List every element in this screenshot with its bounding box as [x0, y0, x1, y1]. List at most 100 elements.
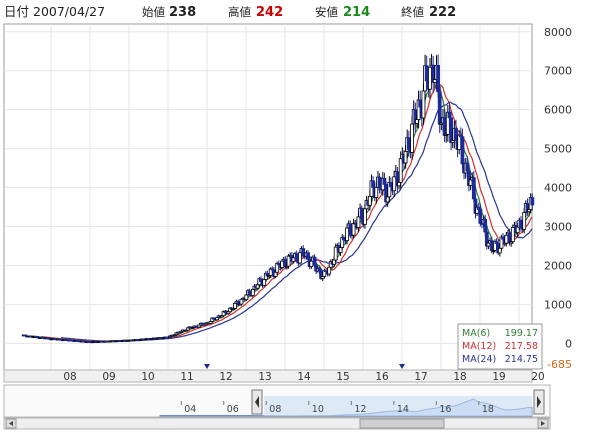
low-label: 安値	[315, 5, 338, 19]
candle-body	[449, 117, 453, 144]
candle-body	[359, 207, 364, 220]
x-tick-label: 10	[141, 371, 154, 383]
candle-body	[428, 66, 432, 90]
x-tick-label: 16	[375, 371, 389, 383]
candle-body	[519, 219, 523, 228]
candle-body	[389, 182, 393, 188]
candle-body	[259, 278, 263, 282]
legend-ma24-name: MA(24)	[462, 354, 496, 365]
open-label: 始値	[142, 5, 165, 19]
date-label: 日付	[4, 4, 29, 19]
candle-body	[363, 208, 367, 225]
candle-body	[356, 216, 361, 228]
candle-body	[392, 176, 397, 192]
candle-body	[332, 259, 336, 265]
marker-triangle	[399, 364, 405, 369]
candle-body	[309, 260, 314, 268]
x-axis: 08 09 10 11 12 13 14 15 16 17 18 19 20	[63, 371, 544, 383]
x-tick-label: 08	[63, 371, 76, 383]
candle-body	[460, 136, 465, 165]
candle-body	[312, 256, 317, 266]
navigator-label: 06	[227, 404, 239, 415]
candle-body	[382, 178, 387, 185]
candle-body	[421, 90, 426, 119]
candle-body	[478, 209, 483, 224]
candle-body	[403, 150, 408, 164]
legend: MA(6) 199.17 MA(12) 217.58 MA(24) 214.75	[457, 323, 543, 370]
candle-body	[298, 252, 302, 264]
candle-body	[447, 111, 452, 119]
x-tick-label: 12	[219, 371, 232, 383]
x-markers	[204, 364, 405, 369]
y-tick-label: 0	[565, 337, 572, 350]
navigator-label: 16	[439, 404, 451, 415]
navigator-label: 04	[184, 404, 196, 415]
candle-body	[333, 246, 338, 261]
x-tick-label: 14	[297, 371, 311, 383]
navigator-label: 18	[482, 404, 494, 415]
candle-body	[377, 176, 382, 188]
navigator-right-handle[interactable]	[533, 389, 545, 415]
y-tick-label: 7000	[544, 65, 572, 78]
x-tick-label: 18	[453, 371, 466, 383]
x-tick-label: 13	[258, 371, 271, 383]
x-tick-label: 20	[531, 371, 544, 383]
candle-body	[291, 257, 296, 262]
close-value: 222	[429, 5, 456, 20]
candle-body	[497, 247, 502, 254]
candle-body	[515, 226, 520, 233]
candle-body	[317, 267, 322, 272]
range-navigator[interactable]: 04 06 08 10 12 14 16 18	[3, 384, 551, 418]
navigator-label: 10	[312, 404, 324, 415]
navigator-label: 08	[269, 404, 281, 415]
high-value: 242	[256, 5, 283, 20]
left-arrow-icon	[255, 396, 259, 408]
candle-body	[348, 223, 353, 236]
candle-body	[306, 252, 310, 260]
candle-body	[351, 222, 356, 236]
candle-body	[250, 288, 255, 296]
candle-body	[415, 119, 419, 124]
candle-body	[371, 180, 375, 188]
scroll-left-icon	[9, 421, 13, 426]
scrollbar-track[interactable]	[3, 417, 551, 430]
navigator-label: 12	[354, 404, 366, 415]
candle-body	[442, 117, 447, 136]
navigator-labels: 04 06 08 10 12 14 16 18	[180, 401, 494, 415]
legend-ma12-value: 217.58	[505, 341, 538, 352]
candle-body	[385, 196, 390, 203]
candle-body	[233, 302, 237, 309]
navigator-selection[interactable]	[264, 396, 532, 416]
y-tick-label: 5000	[544, 143, 572, 156]
legend-ma6-name: MA(6)	[462, 328, 490, 339]
header-bar: 日付 2007/04/27 始値 238 高値 242 安値 214 終値 22…	[4, 4, 456, 20]
candle-body	[397, 181, 401, 187]
open-value: 238	[169, 5, 196, 20]
candle-body	[294, 253, 299, 261]
candle-body	[327, 266, 332, 275]
y-axis: 8000 7000 6000 5000 4000 3000 2000 1000 0 -685	[544, 26, 572, 371]
y-tick-label: 3000	[544, 220, 572, 233]
candle-body	[457, 134, 462, 150]
legend-ma12-name: MA(12)	[462, 341, 496, 352]
x-tick-label: 11	[180, 371, 193, 383]
candle-body	[471, 177, 476, 200]
navigator-left-handle[interactable]	[251, 389, 263, 415]
candle-body	[406, 137, 411, 151]
legend-ma6-value: 199.17	[505, 328, 538, 339]
candle-body	[280, 260, 284, 268]
candle-body	[530, 197, 535, 206]
candle-body	[262, 279, 267, 286]
candle-body	[468, 179, 473, 187]
y-tick-label: 1000	[544, 298, 572, 311]
candle-body	[367, 195, 372, 206]
candle-body	[436, 64, 440, 93]
candle-body	[301, 248, 306, 257]
candle-body	[522, 211, 527, 230]
scrollbar[interactable]	[3, 417, 551, 430]
candle-body	[338, 247, 343, 253]
scroll-thumb[interactable]	[359, 418, 445, 429]
x-tick-label: 17	[414, 371, 427, 383]
low-value: 214	[343, 5, 370, 20]
